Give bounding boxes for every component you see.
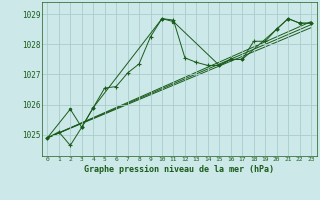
- X-axis label: Graphe pression niveau de la mer (hPa): Graphe pression niveau de la mer (hPa): [84, 165, 274, 174]
